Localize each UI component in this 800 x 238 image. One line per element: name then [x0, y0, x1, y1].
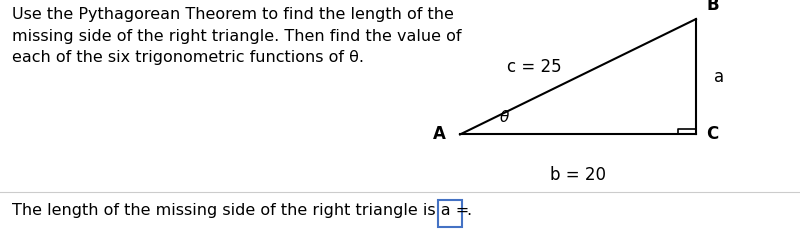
Text: A: A: [433, 125, 446, 144]
Text: b = 20: b = 20: [550, 166, 606, 184]
Text: B: B: [706, 0, 719, 14]
FancyBboxPatch shape: [438, 200, 462, 227]
Text: c = 25: c = 25: [506, 58, 562, 76]
Text: θ: θ: [499, 110, 509, 125]
Text: C: C: [706, 125, 718, 144]
Text: a: a: [714, 68, 724, 86]
Text: The length of the missing side of the right triangle is a =: The length of the missing side of the ri…: [12, 203, 470, 218]
Text: Use the Pythagorean Theorem to find the length of the
missing side of the right : Use the Pythagorean Theorem to find the …: [12, 7, 462, 65]
Text: .: .: [466, 203, 471, 218]
